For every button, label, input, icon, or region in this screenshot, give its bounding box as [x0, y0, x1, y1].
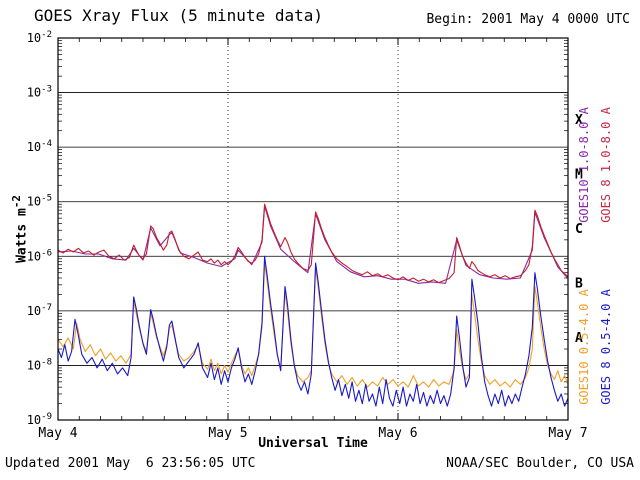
- series-line-goes10-0-5-4-0-a: [57, 262, 569, 388]
- y-tick-label: 10-3: [27, 85, 52, 100]
- y-tick-label: 10-5: [27, 194, 52, 209]
- y-tick-label: 10-9: [27, 412, 52, 427]
- y-axis-title-exponent: -2: [10, 195, 23, 209]
- flux-class-label: B: [575, 277, 583, 292]
- x-tick-label: May 7: [548, 426, 587, 441]
- flux-class-label: M: [575, 167, 583, 182]
- flux-class-label: C: [575, 222, 583, 237]
- plot-border: [57, 37, 569, 421]
- legend-goes10-short: GOES10 0.5-4.0 A: [577, 289, 591, 405]
- flux-class-label: X: [575, 113, 583, 128]
- y-tick-label: 10-2: [27, 30, 52, 45]
- series-line-goes10-1-0-8-0-a: [57, 205, 569, 284]
- updated-timestamp: Updated 2001 May 6 23:56:05 UTC: [5, 456, 256, 471]
- begin-time: Begin: 2001 May 4 0000 UTC: [426, 12, 630, 27]
- begin-value: 2001 May 4 0000 UTC: [473, 12, 630, 27]
- legend-goes8-short: GOES 8 0.5-4.0 A: [599, 289, 613, 405]
- x-axis-title: Universal Time: [258, 436, 368, 451]
- x-tick-label: May 6: [378, 426, 417, 441]
- y-tick-label: 10-8: [27, 357, 52, 372]
- y-tick-label: 10-7: [27, 303, 52, 318]
- y-axis-title-text: Watts m: [14, 208, 30, 263]
- credit-text: NOAA/SEC Boulder, CO USA: [446, 456, 634, 471]
- legend-goes10-long: GOES10 1.0-8.0 A: [577, 107, 591, 223]
- y-tick-label: 10-6: [27, 248, 52, 263]
- flux-class-label: A: [575, 331, 583, 346]
- page-title: GOES Xray Flux (5 minute data): [34, 6, 323, 25]
- x-tick-label: May 5: [208, 426, 247, 441]
- series-line-goes-8-1-0-8-0-a: [57, 203, 569, 284]
- x-tick-label: May 4: [38, 426, 77, 441]
- series-line-goes-8-0-5-4-0-a: [57, 255, 569, 407]
- y-tick-label: 10-4: [27, 139, 52, 154]
- legend-goes8-long: GOES 8 1.0-8.0 A: [599, 107, 613, 223]
- y-axis-title: Watts m-2: [10, 164, 30, 294]
- begin-label: Begin:: [426, 12, 474, 27]
